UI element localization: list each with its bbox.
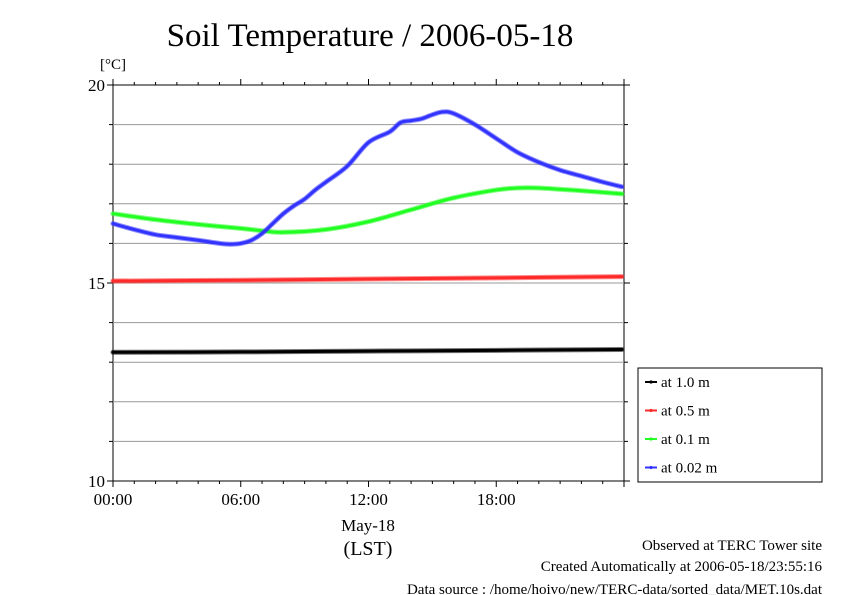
legend: at 1.0 m at 0.5 m at 0.1 m at 0.02 m: [637, 367, 823, 483]
footer-observed-site: Observed at TERC Tower site: [642, 538, 822, 554]
axis-ticks: [107, 79, 630, 487]
legend-label-at-0-1-m: at 0.1 m: [661, 432, 710, 448]
grid-lines: [113, 124, 624, 442]
x-tick-label: 00:00: [94, 490, 133, 509]
series-line-at-1-0-m: [111, 348, 624, 354]
x-axis-unit-label: (LST): [344, 538, 393, 560]
legend-marker-at-0-02-m: [649, 465, 653, 470]
legend-label-at-0-02-m: at 0.02 m: [661, 461, 718, 477]
footer-data-source: Data source : /home/hoivo/new/TERC-data/…: [407, 582, 823, 595]
series-line-at-0-1-m: [111, 186, 624, 234]
series-line-at-0-02-m: [111, 110, 624, 246]
series-line-at-0-5-m: [111, 275, 624, 283]
y-tick-label: 20: [88, 76, 105, 95]
footer-created-timestamp: Created Automatically at 2006-05-18/23:5…: [541, 559, 823, 575]
y-tick-label: 10: [88, 472, 105, 491]
legend-marker-at-0-1-m: [649, 437, 653, 441]
legend-label-at-1-0-m: at 1.0 m: [661, 375, 710, 391]
x-tick-label: 12:00: [349, 490, 388, 509]
x-axis-date-label: May-18: [341, 516, 395, 535]
legend-marker-at-0-5-m: [649, 408, 653, 413]
x-tick-labels: 00:00 06:00 12:00 18:00: [94, 490, 516, 509]
y-tick-labels: 10 15 20: [88, 76, 105, 491]
chart-title: Soil Temperature / 2006-05-18: [167, 18, 574, 54]
x-tick-label: 18:00: [477, 490, 516, 509]
series-lines: [110, 109, 625, 355]
y-tick-label: 15: [88, 274, 105, 293]
legend-box: [637, 367, 823, 483]
legend-label-at-0-5-m: at 0.5 m: [661, 404, 710, 420]
x-tick-label: 06:00: [221, 490, 260, 509]
y-axis-unit-label: [°C]: [100, 57, 126, 73]
legend-marker-at-1-0-m: [649, 380, 653, 384]
